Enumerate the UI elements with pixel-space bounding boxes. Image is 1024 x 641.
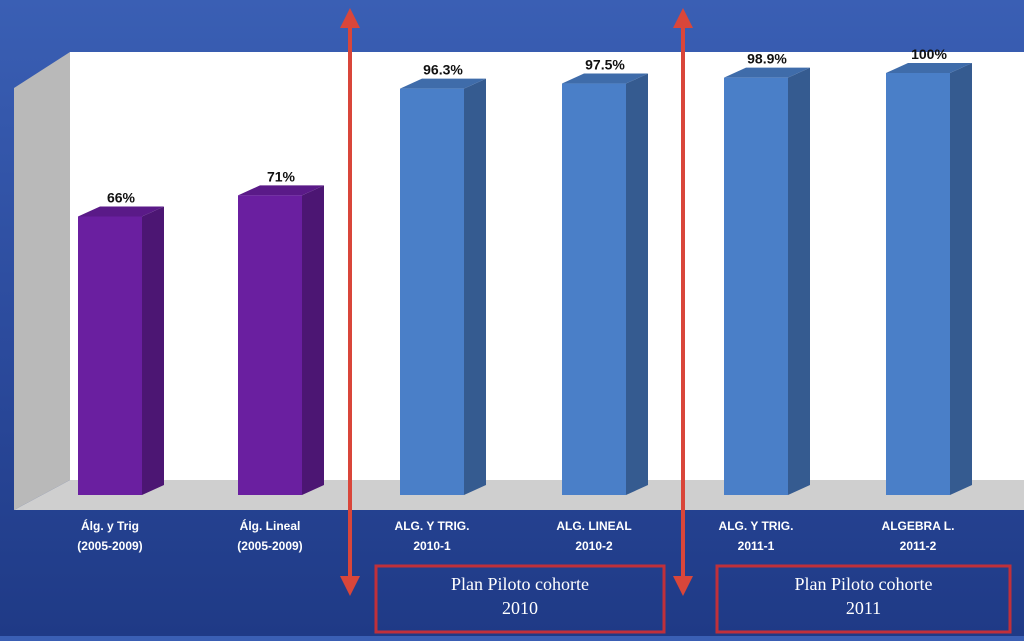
bar-front <box>78 216 142 496</box>
bar-side <box>302 185 324 495</box>
cohort-text-line-1: Plan Piloto cohorte <box>795 574 933 594</box>
category-label-6-line-1: ALGEBRA L. <box>882 519 955 533</box>
cohort-text-line-1: Plan Piloto cohorte <box>451 574 589 594</box>
bar-1 <box>78 206 164 496</box>
chart-back-wall <box>70 52 1024 480</box>
bar-front <box>400 88 464 495</box>
cohort-text-line-2: 2011 <box>846 598 881 618</box>
value-label-2: 71% <box>267 168 296 184</box>
value-label-5: 98.9% <box>747 51 787 67</box>
category-label-1-line-2: (2005-2009) <box>77 539 142 553</box>
cohort-box-border <box>374 564 666 634</box>
cohort-box-1: Plan Piloto cohorte 2010 <box>374 564 666 634</box>
bar-side <box>788 67 810 495</box>
category-label-3-line-2: 2010-1 <box>413 539 451 553</box>
chart-side-wall <box>14 52 70 510</box>
bar-5 <box>724 67 810 495</box>
category-label-4-line-2: 2010-2 <box>575 539 613 553</box>
bar-side <box>950 63 972 495</box>
value-label-4: 97.5% <box>585 57 625 73</box>
cohort-text-line-2: 2010 <box>502 598 538 618</box>
bar-front <box>724 77 788 495</box>
bar-side <box>464 78 486 495</box>
category-label-5-line-2: 2011-1 <box>738 539 775 553</box>
value-label-3: 96.3% <box>423 62 463 78</box>
bar-3 <box>400 78 486 495</box>
bar-side <box>626 73 648 496</box>
cohort-box-border <box>715 564 1012 634</box>
bar-top <box>724 67 810 78</box>
bar-top <box>78 206 164 217</box>
bar-side <box>142 206 164 496</box>
bar-top <box>238 185 324 196</box>
category-label-2-line-1: Álg. Lineal <box>240 518 301 533</box>
bar-4 <box>562 73 648 496</box>
category-label-6-line-2: 2011-2 <box>900 539 937 553</box>
value-label-1: 66% <box>107 189 136 205</box>
bar-6 <box>886 63 972 495</box>
bar-2 <box>238 185 324 495</box>
category-label-5-line-1: ALG. Y TRIG. <box>719 519 794 533</box>
value-label-6: 100% <box>911 46 947 62</box>
category-label-4-line-1: ALG. LINEAL <box>556 519 631 533</box>
bar-top <box>886 63 972 73</box>
bar-front <box>886 73 950 495</box>
cohort-box-2: Plan Piloto cohorte 2011 <box>715 564 1012 634</box>
chart-floor <box>14 480 1024 510</box>
category-label-3-line-1: ALG. Y TRIG. <box>395 519 470 533</box>
bar-front <box>562 83 626 496</box>
category-label-2-line-2: (2005-2009) <box>237 539 302 553</box>
bar-front <box>238 195 302 495</box>
category-label-1-line-1: Álg. y Trig <box>81 518 139 533</box>
bar-top <box>562 73 648 84</box>
bar-top <box>400 78 486 89</box>
